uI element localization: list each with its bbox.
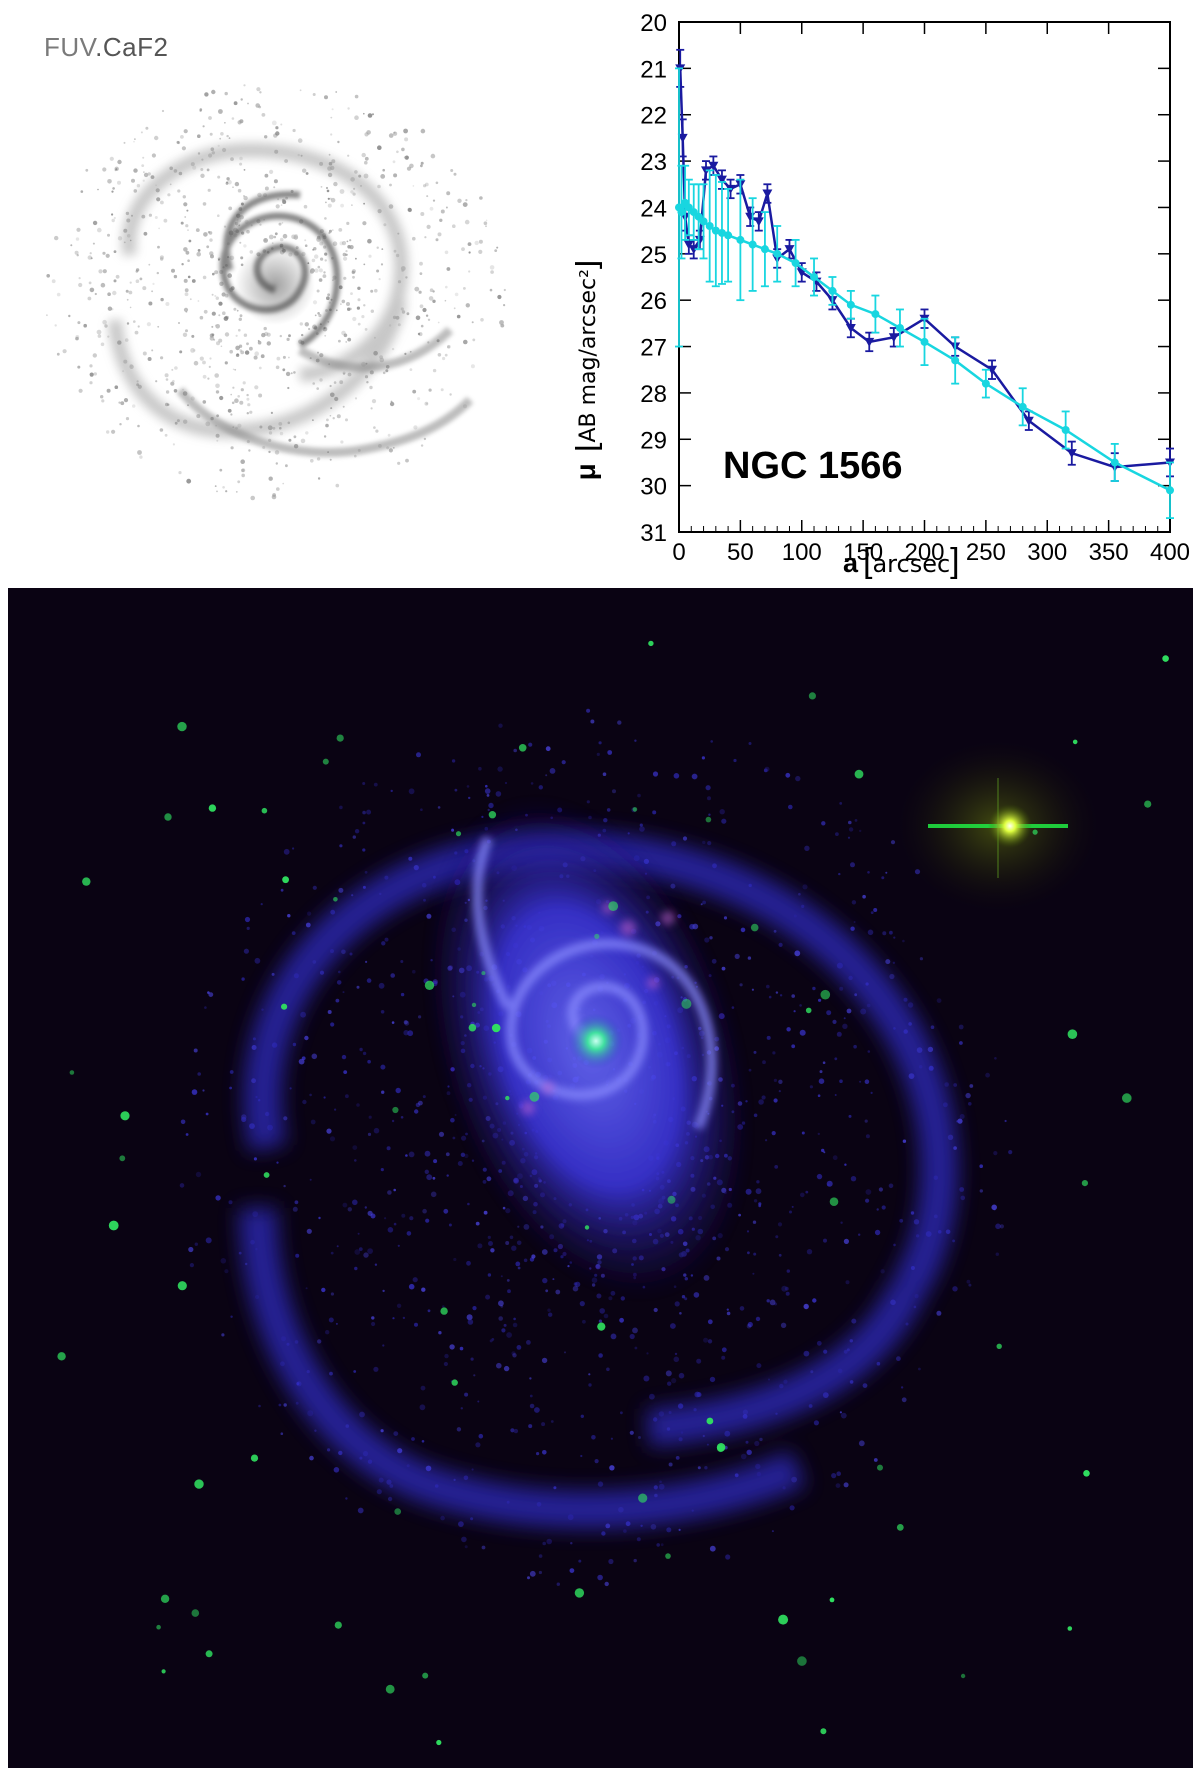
y-axis-unit-text: AB mag/arcsec² — [576, 269, 601, 442]
data-point — [748, 240, 757, 249]
y-tick-label: 23 — [640, 149, 667, 176]
surface-brightness-chart: 0 50 100 150 200 250 300 350 400 20 21 22 23 24 25 26 27… — [565, 0, 1200, 585]
x-axis-label: a [arcsec] — [843, 542, 960, 580]
y-tick-label: 20 — [640, 10, 667, 37]
data-point — [705, 222, 714, 230]
data-point — [711, 226, 720, 235]
data-point — [708, 161, 719, 171]
fuv-image-panel: FUV.CaF2 — [0, 0, 570, 575]
data-point — [724, 231, 733, 240]
data-point — [683, 240, 694, 250]
x-tick-label: 100 — [782, 539, 822, 566]
data-point — [1166, 486, 1174, 495]
x-tick-label: 300 — [1027, 539, 1067, 566]
data-point — [753, 217, 764, 227]
x-tick-label: 400 — [1150, 539, 1190, 566]
data-point — [773, 249, 782, 258]
data-point — [694, 235, 705, 245]
fuv-label-prefix: FUV — [44, 32, 96, 62]
data-point — [920, 337, 929, 346]
series-2 — [675, 67, 1174, 519]
data-point — [784, 245, 795, 255]
y-tick-label: 28 — [640, 381, 667, 408]
y-tick-label: 27 — [640, 335, 667, 362]
data-point — [871, 310, 880, 319]
fuv-label: FUV.CaF2 — [44, 32, 168, 63]
data-point — [688, 245, 699, 255]
data-point — [717, 228, 726, 237]
y-tick-label: 31 — [640, 520, 667, 547]
x-axis-label-symbol: a — [843, 548, 859, 578]
data-point — [791, 259, 800, 268]
data-point — [828, 286, 837, 295]
chart-title: NGC 1566 — [723, 445, 903, 487]
x-tick-label: 150 — [843, 539, 883, 566]
y-tick-label: 26 — [640, 288, 667, 315]
data-point — [810, 273, 819, 281]
data-point — [981, 379, 990, 388]
x-axis-unit-text: arcsec — [872, 550, 950, 578]
data-point — [951, 356, 960, 365]
y-tick-label: 24 — [640, 195, 667, 222]
svg-text:μ [AB mag/arcsec²]: μ [AB mag/arcsec²] — [575, 260, 603, 481]
data-point — [699, 217, 708, 226]
data-point — [1110, 458, 1119, 467]
data-point — [888, 333, 899, 343]
color-composite-image-panel — [8, 588, 1193, 1768]
data-point — [760, 245, 769, 254]
x-tick-label: 350 — [1089, 539, 1129, 566]
data-point — [1061, 426, 1070, 434]
x-tick-label: 0 — [672, 539, 685, 566]
y-axis-label-symbol: μ — [575, 463, 601, 480]
y-tick-label: 22 — [640, 103, 667, 130]
y-tick-label: 30 — [640, 474, 667, 501]
data-point — [845, 324, 856, 333]
color-composite-galaxy-image — [8, 588, 1193, 1768]
y-axis-label: μ [AB mag/arcsec²] — [565, 260, 603, 481]
data-point — [677, 208, 686, 217]
y-tick-label: 29 — [640, 427, 667, 454]
fuv-galaxy-image — [0, 0, 570, 575]
data-point — [1066, 449, 1077, 459]
data-point — [1018, 402, 1027, 411]
y-tick-label: 21 — [640, 56, 667, 83]
data-point — [1023, 416, 1034, 426]
data-point — [736, 235, 745, 244]
x-tick-label: 50 — [727, 539, 754, 566]
bright-star — [928, 778, 1068, 878]
x-tick-label: 200 — [904, 539, 944, 566]
data-point — [895, 324, 904, 332]
data-point — [762, 189, 773, 199]
x-axis-label-unit: [arcsec] — [863, 542, 960, 580]
data-point — [864, 337, 875, 347]
data-point — [846, 300, 855, 309]
data-point — [716, 175, 727, 185]
data-point — [987, 365, 998, 375]
data-point — [677, 133, 688, 143]
x-tick-label: 250 — [966, 539, 1006, 566]
fuv-label-suffix: .CaF2 — [95, 32, 169, 62]
surface-brightness-chart-panel: 0 50 100 150 200 250 300 350 400 20 21 22 23 24 25 26 27… — [565, 0, 1200, 585]
y-tick-label: 25 — [640, 242, 667, 269]
